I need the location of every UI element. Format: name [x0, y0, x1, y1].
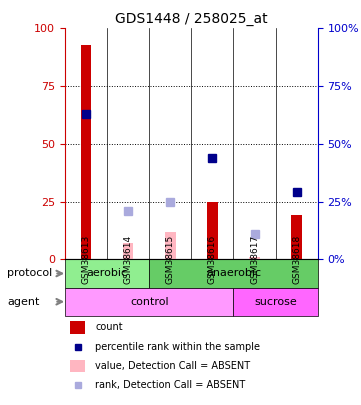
Text: aerobic: aerobic: [87, 269, 128, 279]
Text: GSM38617: GSM38617: [250, 235, 259, 284]
Text: control: control: [130, 297, 169, 307]
Text: GSM38615: GSM38615: [166, 235, 175, 284]
Text: value, Detection Call = ABSENT: value, Detection Call = ABSENT: [95, 361, 251, 371]
FancyBboxPatch shape: [65, 259, 149, 288]
Text: GSM38616: GSM38616: [208, 235, 217, 284]
Text: GSM38613: GSM38613: [82, 235, 91, 284]
Title: GDS1448 / 258025_at: GDS1448 / 258025_at: [115, 12, 268, 26]
Text: agent: agent: [7, 297, 40, 307]
Text: protocol: protocol: [7, 269, 52, 279]
Bar: [123, 243, 134, 259]
Text: anaerobic: anaerobic: [206, 269, 261, 279]
Text: percentile rank within the sample: percentile rank within the sample: [95, 342, 260, 352]
Text: sucrose: sucrose: [254, 297, 297, 307]
FancyBboxPatch shape: [65, 288, 234, 316]
Bar: [165, 232, 175, 259]
Bar: [249, 257, 260, 259]
Bar: [207, 202, 218, 259]
Bar: [249, 257, 260, 259]
Text: rank, Detection Call = ABSENT: rank, Detection Call = ABSENT: [95, 380, 245, 390]
Text: GSM38618: GSM38618: [292, 235, 301, 284]
Bar: [81, 45, 91, 259]
Text: count: count: [95, 322, 123, 333]
Bar: [291, 215, 302, 259]
FancyBboxPatch shape: [149, 259, 318, 288]
Text: GSM38614: GSM38614: [124, 235, 132, 284]
Bar: [70, 360, 85, 372]
FancyBboxPatch shape: [234, 288, 318, 316]
Bar: [70, 321, 85, 334]
